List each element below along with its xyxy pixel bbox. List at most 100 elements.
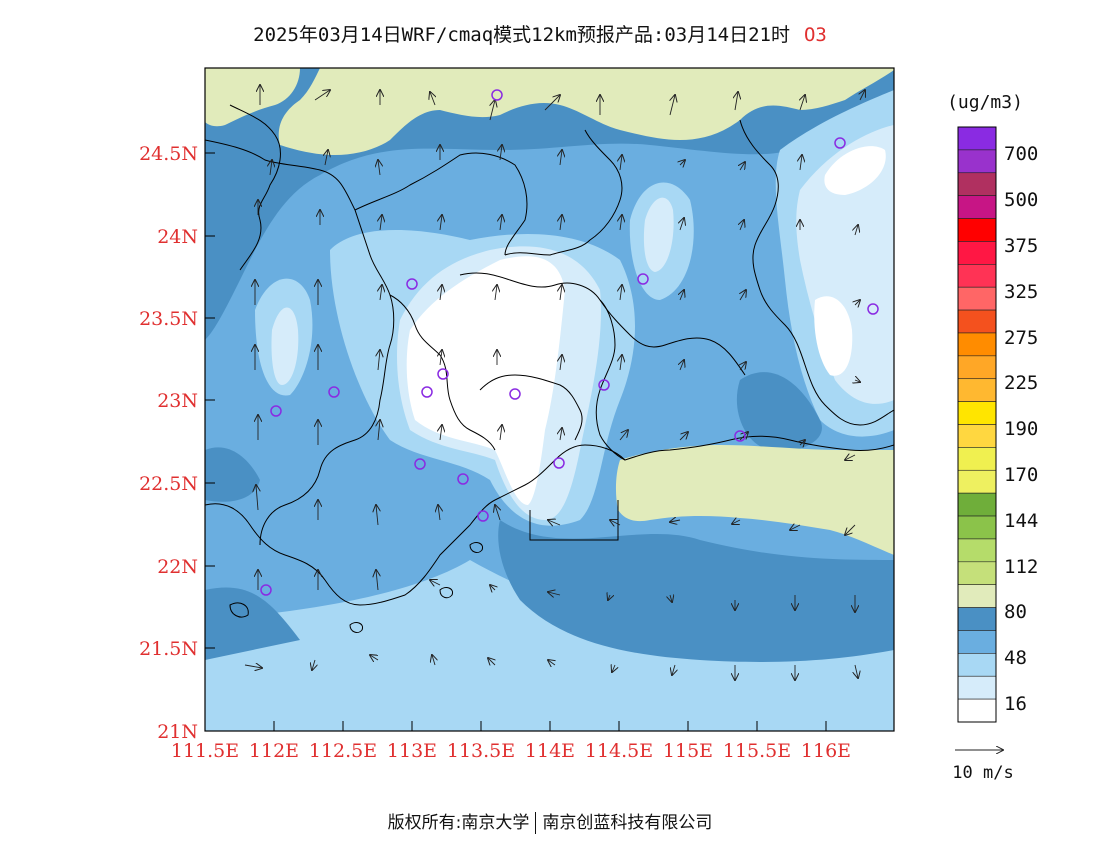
field-sw-dark <box>205 587 300 660</box>
wind-vector <box>612 665 615 672</box>
lon-axis: 111.5E 112E 112.5E 113E 113.5E 114E 114.5E 115E… <box>171 721 851 762</box>
wind-vector <box>560 355 562 371</box>
field-central-white <box>406 256 565 505</box>
border-1 <box>229 104 281 271</box>
wind-vector <box>490 585 495 590</box>
island-4 <box>229 602 249 618</box>
legend-level-label: 375 <box>1004 235 1038 257</box>
legend-level-label: 112 <box>1004 556 1038 578</box>
island-2 <box>469 542 484 553</box>
legend-swatch <box>957 286 997 311</box>
border-2 <box>205 139 395 546</box>
border-5 <box>459 272 746 376</box>
legend-swatch <box>957 538 997 563</box>
wind-vector <box>672 664 675 675</box>
wind-vector <box>430 580 441 585</box>
copyright-left: 版权所有:南京大学 <box>387 813 530 833</box>
wind-vector <box>430 92 435 106</box>
lon-tick-label: 114.5E <box>585 740 653 762</box>
station-marker <box>406 278 418 290</box>
wind-vector <box>735 92 738 111</box>
legend-swatch <box>957 653 997 677</box>
station-marker <box>414 458 426 470</box>
wind-vector <box>370 655 379 660</box>
wind-vector <box>800 95 805 111</box>
wind-vector <box>560 150 562 166</box>
wind-vector <box>500 425 502 441</box>
legend-swatch <box>957 607 997 631</box>
legend-swatch <box>957 698 997 723</box>
wind-vector <box>855 664 858 678</box>
wind-vector <box>495 505 500 521</box>
wind-vector <box>620 155 622 171</box>
wind-vector <box>740 162 745 171</box>
field-east-dark <box>736 372 822 451</box>
wind-vector <box>620 215 622 231</box>
wind-vector <box>732 520 741 524</box>
wind-vector <box>860 90 865 101</box>
concentration-field <box>205 68 894 731</box>
legend-swatch <box>957 218 997 242</box>
station-marker <box>598 379 610 391</box>
legend-swatch <box>957 264 997 288</box>
station-marker <box>867 303 879 315</box>
legend-swatch <box>957 675 997 700</box>
wind-vector <box>548 520 561 525</box>
wind-vector <box>740 290 746 301</box>
legend-swatch <box>957 332 997 357</box>
legend-swatch <box>957 401 997 425</box>
lon-tick-label: 113.5E <box>447 740 515 762</box>
legend-level-label: 16 <box>1004 693 1027 715</box>
legend-swatch <box>957 149 997 174</box>
legend-frame <box>957 126 997 723</box>
wind-vector <box>380 285 382 301</box>
lon-tick-label: 115.5E <box>723 740 791 762</box>
legend-swatch <box>957 447 997 471</box>
legend-level-label: 275 <box>1004 327 1038 349</box>
wind-vector <box>670 595 672 602</box>
legend-swatch <box>957 378 997 402</box>
wind-vector <box>244 665 262 668</box>
copyright-separator <box>535 812 537 834</box>
title-text: 2025年03月14日WRF/cmaq模式12km预报产品:03月14日21时 <box>253 24 790 46</box>
wind-vector <box>855 300 860 305</box>
wind-vector <box>440 285 442 301</box>
lon-tick-label: 111.5E <box>171 740 239 762</box>
wind-vector <box>560 428 562 441</box>
lon-tick-label: 113E <box>387 740 437 762</box>
wind-vector <box>495 285 497 301</box>
wind-vector <box>740 220 744 231</box>
field-west-dark <box>205 447 260 502</box>
legend-unit: (ug/m3) <box>947 92 1023 113</box>
wind-vector <box>432 655 435 666</box>
lat-tick-label: 21.5N <box>139 638 198 660</box>
station-marker <box>734 430 746 442</box>
wind-vector <box>256 485 258 511</box>
lat-tick-label: 24N <box>157 226 198 248</box>
wind-vector <box>560 215 562 231</box>
border-9 <box>479 374 583 441</box>
area-north <box>278 68 894 155</box>
lon-tick-label: 112.5E <box>309 740 377 762</box>
wind-vector <box>845 455 856 460</box>
wind-vector <box>378 160 380 176</box>
wind-vector <box>845 524 856 535</box>
lon-tick-label: 112E <box>249 740 299 762</box>
wind-vector <box>548 660 555 665</box>
border-3 <box>354 152 528 256</box>
wind-vector <box>608 595 610 600</box>
station-marker <box>491 89 503 101</box>
station-marker <box>421 386 433 398</box>
island-1 <box>439 587 454 599</box>
legend-swatch <box>957 241 997 265</box>
station-marker <box>437 368 449 380</box>
station-marker <box>270 405 282 417</box>
island-3 <box>349 622 364 633</box>
lat-tick-label: 21N <box>157 721 198 743</box>
legend-swatch <box>957 561 997 585</box>
wind-vector <box>490 100 495 121</box>
station-marker <box>477 510 489 522</box>
wind-vector <box>440 215 442 231</box>
